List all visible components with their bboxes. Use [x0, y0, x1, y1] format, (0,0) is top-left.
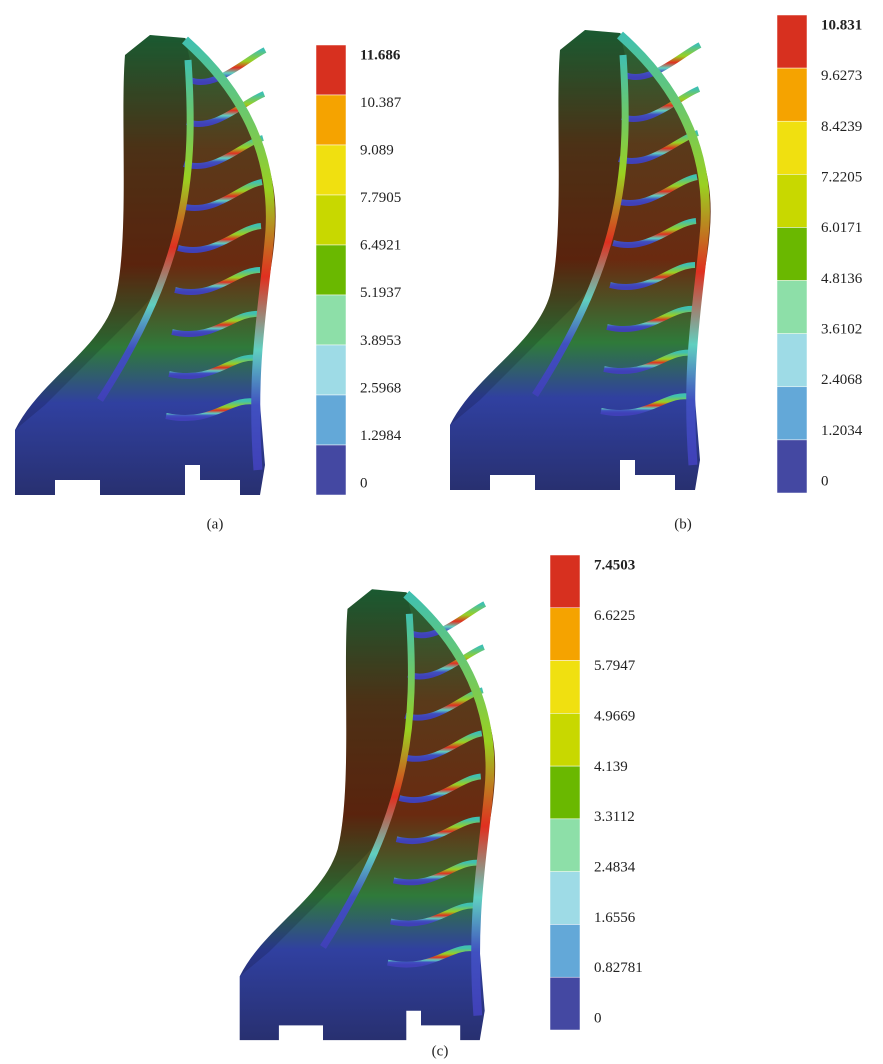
legend-band	[550, 977, 580, 1030]
legend-band	[316, 245, 346, 295]
legend-label: 7.2205	[821, 169, 862, 185]
legend-band	[316, 295, 346, 345]
legend-label: 10.831	[821, 17, 862, 33]
legend-band	[777, 68, 807, 121]
legend-band	[550, 819, 580, 872]
panel-caption: (b)	[674, 516, 692, 532]
legend-label: 1.6556	[594, 910, 636, 926]
legend-label: 3.8953	[360, 333, 401, 349]
legend-band	[550, 766, 580, 819]
legend-band	[316, 95, 346, 145]
legend-label: 6.6225	[594, 608, 635, 624]
part-render	[15, 35, 276, 495]
legend-band	[316, 45, 346, 95]
legend-label: 0	[594, 1010, 602, 1026]
legend-label: 8.4239	[821, 119, 862, 135]
panel-caption: (c)	[432, 1043, 449, 1059]
legend-label: 2.5968	[360, 380, 401, 396]
legend-label: 0	[821, 473, 829, 489]
legend-label: 7.7905	[360, 190, 401, 206]
legend-label: 4.8136	[821, 271, 863, 287]
legend-label: 7.4503	[594, 557, 635, 573]
legend-band	[550, 608, 580, 661]
legend-band	[777, 174, 807, 227]
legend-band	[777, 227, 807, 280]
legend-label: 9.089	[360, 143, 394, 159]
legend-label: 10.387	[360, 95, 402, 111]
legend-band	[550, 661, 580, 714]
legend-label: 1.2034	[821, 423, 863, 439]
legend-band	[316, 195, 346, 245]
legend-label: 2.4068	[821, 372, 862, 388]
legend-band	[777, 334, 807, 387]
legend-label: 2.4834	[594, 859, 636, 875]
legend-label: 11.686	[360, 47, 401, 63]
legend-band	[316, 445, 346, 495]
legend-band	[316, 345, 346, 395]
legend-label: 6.0171	[821, 220, 862, 236]
legend-label: 6.4921	[360, 238, 401, 254]
legend-band	[777, 440, 807, 493]
legend-label: 3.6102	[821, 321, 862, 337]
legend-band	[550, 555, 580, 608]
figure: 11.686 10.387 9.089 7.7905 6.4921 5.1937 3.895…	[0, 0, 883, 1064]
legend-label: 5.7947	[594, 658, 636, 674]
legend-band	[550, 872, 580, 925]
legend-band	[777, 281, 807, 334]
legend-band	[316, 145, 346, 195]
legend-band	[316, 395, 346, 445]
legend-label: 9.6273	[821, 68, 862, 84]
legend-band	[777, 15, 807, 68]
legend-band	[550, 924, 580, 977]
part-render	[240, 589, 495, 1040]
legend-label: 1.2984	[360, 428, 402, 444]
legend-label: 4.9669	[594, 708, 635, 724]
legend-band	[777, 121, 807, 174]
legend-label: 0.82781	[594, 960, 643, 976]
panel-caption: (a)	[207, 516, 224, 532]
legend-band	[777, 387, 807, 440]
legend-label: 3.3112	[594, 809, 635, 825]
legend-label: 0	[360, 475, 368, 491]
legend-band	[550, 713, 580, 766]
legend-label: 5.1937	[360, 285, 402, 301]
legend-label: 4.139	[594, 759, 628, 775]
part-render	[450, 30, 711, 490]
